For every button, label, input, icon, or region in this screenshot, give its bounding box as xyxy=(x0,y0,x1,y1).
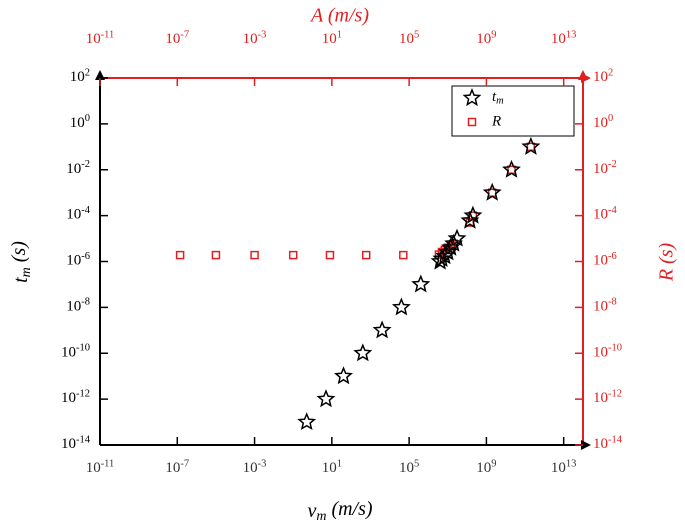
data-point xyxy=(447,228,467,247)
y-tick-label: 10-10 xyxy=(61,343,90,361)
x2-tick-label: 101 xyxy=(322,30,342,48)
data-point xyxy=(175,250,185,260)
y2-tick-label: 10-14 xyxy=(593,435,623,453)
data-point xyxy=(288,250,298,260)
legend xyxy=(451,85,575,137)
y-tick-label: 10-12 xyxy=(61,389,90,407)
y2-tick-label: 100 xyxy=(593,114,613,132)
y2-axis-label: R (s) xyxy=(656,243,678,283)
y-tick-label: 10-6 xyxy=(66,251,90,269)
data-point xyxy=(521,136,541,155)
data-point xyxy=(463,205,483,224)
data-point xyxy=(391,297,411,316)
data-point xyxy=(411,274,431,293)
x2-tick-label: 10-11 xyxy=(86,30,115,48)
data-point xyxy=(361,250,371,260)
data-point xyxy=(372,320,392,339)
y2-tick-label: 10-6 xyxy=(593,251,617,269)
y-tick-label: 10-2 xyxy=(66,159,90,177)
x-tick-label: 109 xyxy=(476,459,496,477)
x2-tick-label: 1013 xyxy=(551,30,577,48)
data-point xyxy=(482,182,502,201)
data-point xyxy=(444,233,464,252)
y-tick-label: 10-14 xyxy=(61,435,91,453)
legend-marker xyxy=(467,117,477,127)
x-tick-label: 10-7 xyxy=(165,459,189,477)
data-point xyxy=(325,250,335,260)
y2-tick-label: 10-12 xyxy=(593,389,622,407)
plot-area xyxy=(100,78,583,445)
x-axis-label: vm (m/s) xyxy=(307,497,372,524)
data-point xyxy=(316,389,336,408)
axis-arrow xyxy=(581,440,591,450)
data-point xyxy=(250,250,259,260)
legend-marker xyxy=(462,88,482,107)
y2-tick-label: 10-10 xyxy=(593,343,622,361)
data-point xyxy=(334,366,353,385)
y2-tick-label: 10-2 xyxy=(593,159,617,177)
y-tick-label: 102 xyxy=(70,68,90,86)
x-tick-label: 1013 xyxy=(551,459,577,477)
x2-tick-label: 10-3 xyxy=(243,30,267,48)
y-tick-label: 10-4 xyxy=(66,205,90,223)
x2-axis-label: A (m/s) xyxy=(309,5,369,27)
x-tick-label: 10-11 xyxy=(86,459,115,477)
data-point xyxy=(399,250,408,260)
y-axis-label: tm (s) xyxy=(7,241,34,283)
x-tick-label: 101 xyxy=(322,459,342,477)
y-tick-label: 10-8 xyxy=(66,297,90,315)
data-point xyxy=(353,343,373,362)
y-tick-label: 100 xyxy=(70,114,90,132)
data-point xyxy=(297,412,317,431)
y2-tick-label: 10-8 xyxy=(593,297,617,315)
x-tick-label: 105 xyxy=(399,459,419,477)
legend-label: tm xyxy=(492,89,504,107)
x2-tick-label: 10-7 xyxy=(165,30,189,48)
y2-tick-label: 102 xyxy=(593,68,613,86)
data-point xyxy=(211,250,221,260)
x2-tick-label: 105 xyxy=(399,30,419,48)
y2-tick-label: 10-4 xyxy=(593,205,617,223)
legend-label: R xyxy=(491,113,501,129)
data-point xyxy=(502,159,521,178)
data-point xyxy=(460,210,480,229)
x-tick-label: 10-3 xyxy=(243,459,267,477)
x2-tick-label: 109 xyxy=(476,30,496,48)
